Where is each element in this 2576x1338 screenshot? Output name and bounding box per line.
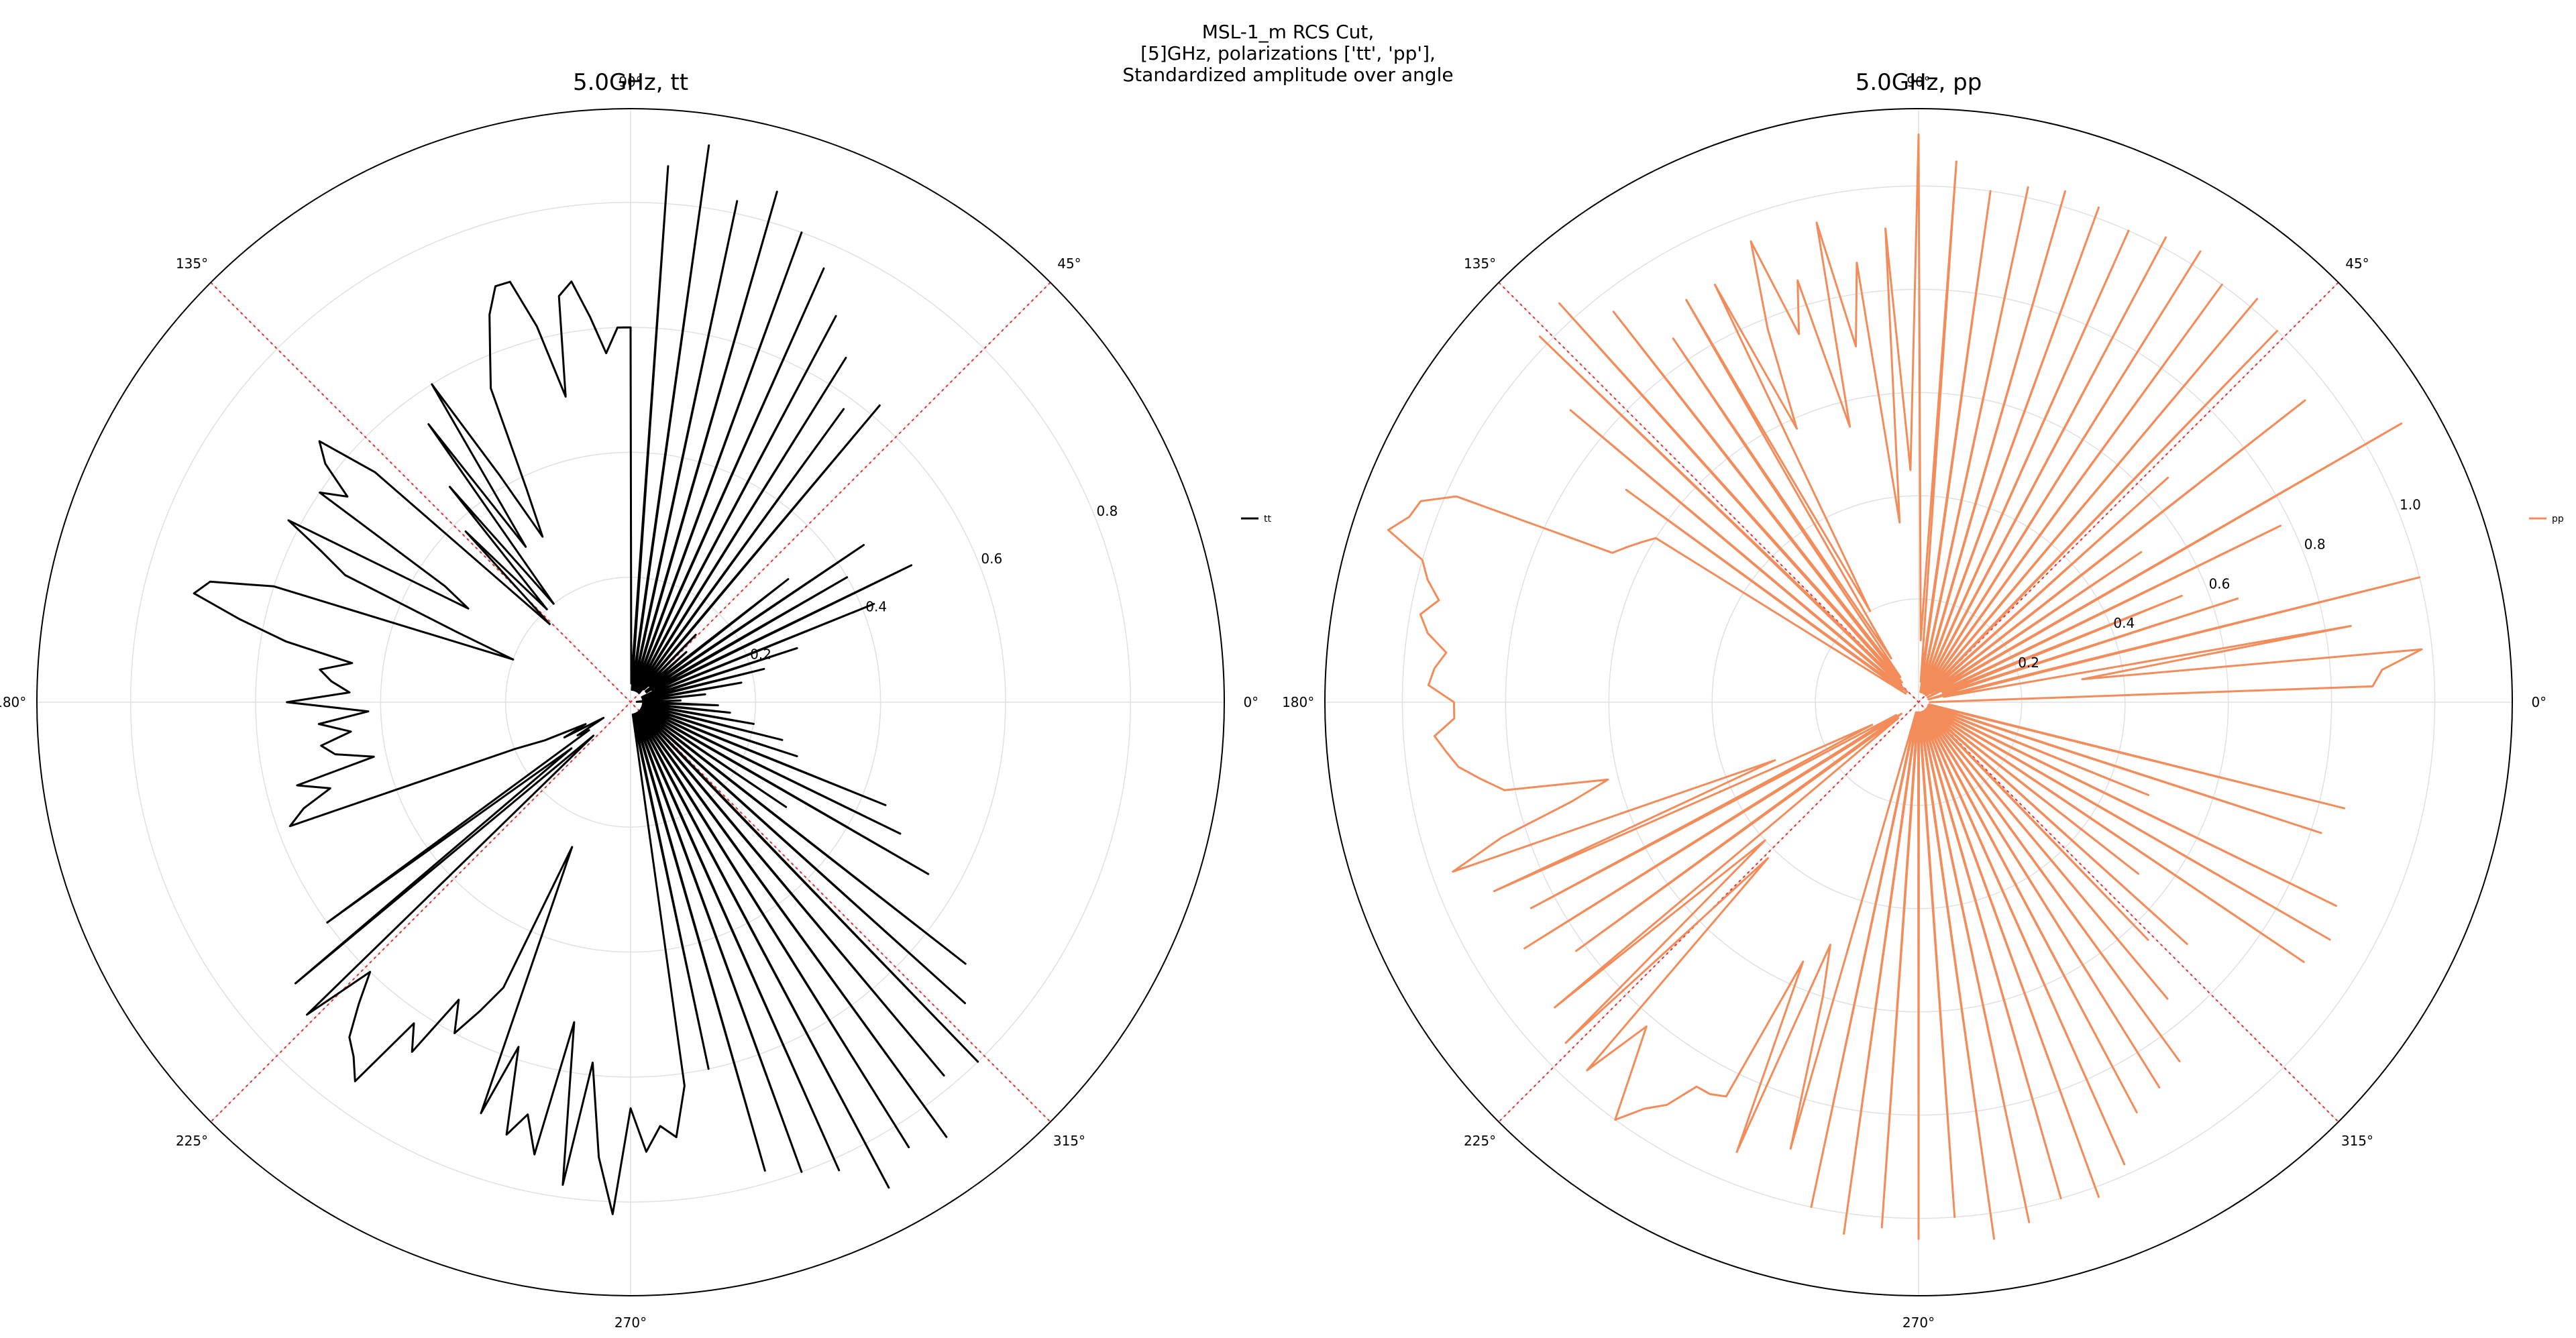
chart-title-tt: 5.0GHz, tt bbox=[573, 69, 688, 96]
angle-tick-label: 270° bbox=[614, 1315, 647, 1331]
angle-tick-label: 270° bbox=[1902, 1315, 1935, 1331]
polar-axes-pp: pp 0° 45° 90° 135° 180° 225° 270° 315° 0.2 0.4 0.6 0… bbox=[1282, 74, 2564, 1331]
angle-tick-label: 45° bbox=[1057, 256, 1081, 272]
polar-chart-tt: 5.0GHz, tt tt 0° 45° 90° 135° 180° 225° 270° 315… bbox=[0, 69, 1271, 1331]
radial-tick-label: 0.4 bbox=[2113, 615, 2135, 631]
angle-tick-label: 225° bbox=[176, 1133, 208, 1149]
suptitle-line-3: Standardized amplitude over angle bbox=[1122, 64, 1454, 86]
angle-tick-label: 180° bbox=[1282, 694, 1314, 710]
reference-line bbox=[1498, 282, 2339, 1123]
figure-suptitle: MSL-1_m RCS Cut, [5]GHz, polarizations [… bbox=[0, 21, 2576, 86]
radial-tick-label: 0.6 bbox=[981, 551, 1002, 567]
suptitle-line-2: [5]GHz, polarizations ['tt', 'pp'], bbox=[1140, 42, 1436, 64]
angle-tick-label: 0° bbox=[1243, 694, 1258, 710]
suptitle-line-1: MSL-1_m RCS Cut, bbox=[1201, 21, 1375, 43]
angle-tick-label: 225° bbox=[1464, 1133, 1496, 1149]
radial-tick-label: 1.0 bbox=[2400, 497, 2421, 513]
reference-line bbox=[210, 282, 1051, 1123]
angle-tick-label: 0° bbox=[2531, 694, 2546, 710]
series-line-tt bbox=[193, 144, 979, 1215]
angle-tick-label: 180° bbox=[0, 694, 26, 710]
radial-tick-label: 0.6 bbox=[2209, 575, 2231, 592]
angle-tick-label: 90° bbox=[1907, 74, 1930, 90]
polar-frame bbox=[1324, 108, 2513, 1296]
radial-tick-label: 0.2 bbox=[2018, 655, 2039, 671]
angle-tick-label: 135° bbox=[176, 256, 208, 272]
angle-tick-label: 90° bbox=[619, 74, 642, 90]
radial-tick-label: 0.2 bbox=[750, 647, 771, 663]
radial-tick-label: 0.8 bbox=[1097, 503, 1118, 519]
series-line-pp bbox=[1387, 133, 2423, 1240]
angle-tick-label: 315° bbox=[2341, 1133, 2373, 1149]
legend-label: tt bbox=[1264, 514, 1271, 524]
legend-pp: pp bbox=[2529, 514, 2564, 524]
legend-tt: tt bbox=[1241, 514, 1271, 524]
radial-tick-label: 0.8 bbox=[2304, 536, 2326, 552]
polar-axes-tt: tt 0° 45° 90° 135° 180° 225° 270° 315° 0.2 0.4 0.6 0… bbox=[0, 74, 1271, 1331]
chart-title-pp: 5.0GHz, pp bbox=[1856, 69, 1982, 96]
angle-tick-label: 315° bbox=[1053, 1133, 1085, 1149]
radial-tick-label: 0.4 bbox=[865, 598, 887, 614]
polar-chart-pp: 5.0GHz, pp pp 0° 45° 90° 135° 180° 225° 270° 315… bbox=[1282, 69, 2564, 1331]
angle-tick-label: 45° bbox=[2345, 256, 2369, 272]
legend-label: pp bbox=[2552, 514, 2564, 524]
polar-frame bbox=[36, 108, 1225, 1296]
angle-tick-label: 135° bbox=[1464, 256, 1496, 272]
